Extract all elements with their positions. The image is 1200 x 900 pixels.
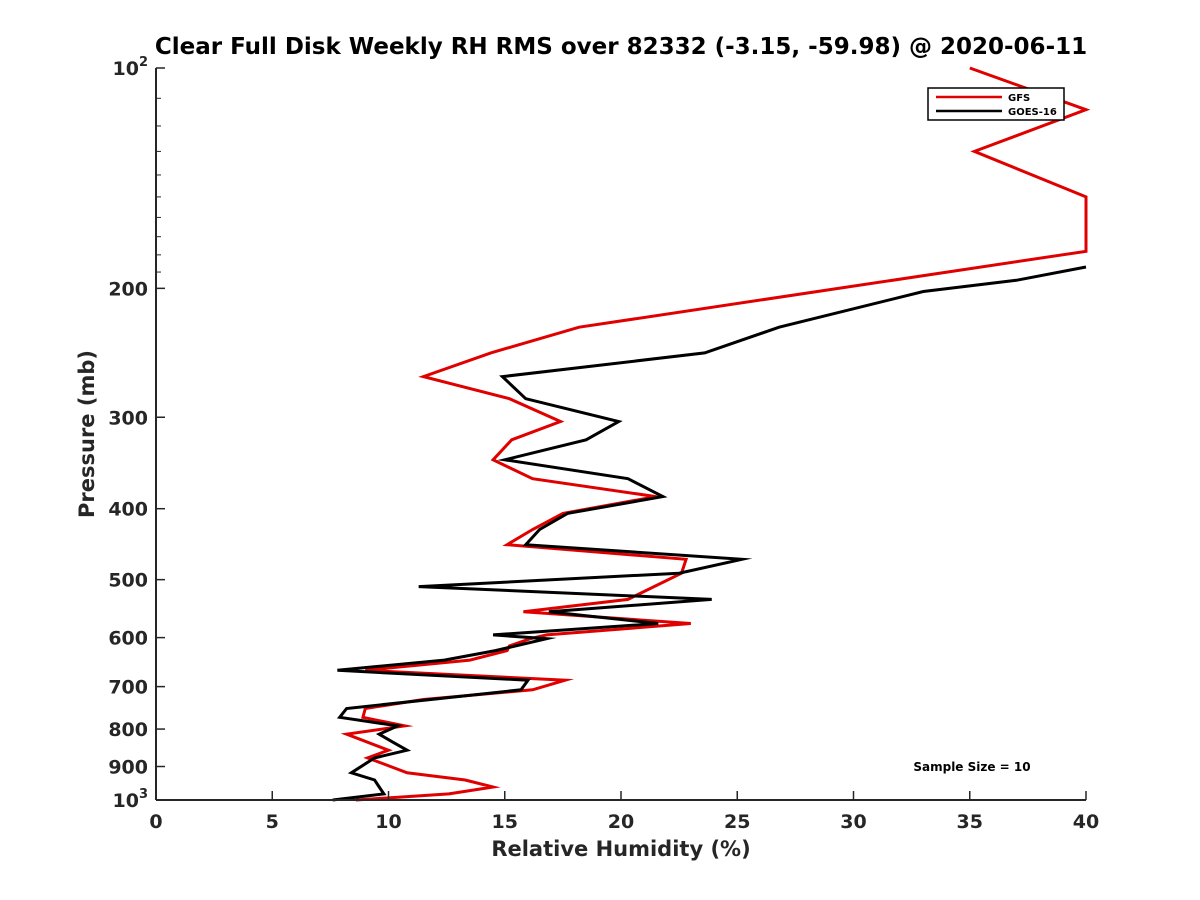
series-layer: [332, 66, 1091, 802]
y-tick-label: 600: [108, 628, 148, 650]
y-tick-label: 103: [113, 787, 149, 812]
y-tick-label: 900: [108, 757, 148, 779]
series-line-goes-16: [332, 265, 1087, 802]
x-tick-label: 5: [266, 811, 279, 833]
y-tick-label: 102: [113, 55, 149, 80]
y-tick-label: 500: [108, 570, 148, 592]
legend-box: [927, 87, 1065, 121]
x-axis-label: Relative Humidity (%): [491, 837, 750, 861]
x-tick-label: 15: [492, 811, 518, 833]
y-axis-label: Pressure (mb): [75, 350, 99, 518]
x-tick-label: 20: [608, 811, 634, 833]
plot-area: [156, 68, 1086, 800]
y-tick-label: 400: [108, 499, 148, 521]
y-ticks: 102 200 300 400 500 600 700 800 900 103: [108, 55, 165, 812]
legend-label-goes-16: GOES-16: [1008, 107, 1057, 118]
x-tick-label: 40: [1073, 811, 1099, 833]
y-tick-label: 800: [108, 719, 148, 741]
y-tick-label: 200: [108, 278, 148, 300]
legend-label-gfs: GFS: [1008, 93, 1030, 104]
x-ticks: 0 5 10 15 20 25 30 35 40: [149, 791, 1099, 833]
y-tick-label: 300: [108, 407, 148, 429]
x-tick-label: 30: [840, 811, 866, 833]
x-tick-label: 25: [724, 811, 750, 833]
sample-size-annotation: Sample Size = 10: [913, 760, 1030, 774]
x-tick-label: 10: [375, 811, 401, 833]
legend: GFS GOES-16: [927, 87, 1065, 121]
series-line-gfs: [340, 66, 1091, 802]
y-tick-label: 700: [108, 677, 148, 699]
chart-title: Clear Full Disk Weekly RH RMS over 82332…: [155, 34, 1087, 60]
x-tick-label: 0: [149, 811, 162, 833]
x-tick-label: 35: [957, 811, 983, 833]
